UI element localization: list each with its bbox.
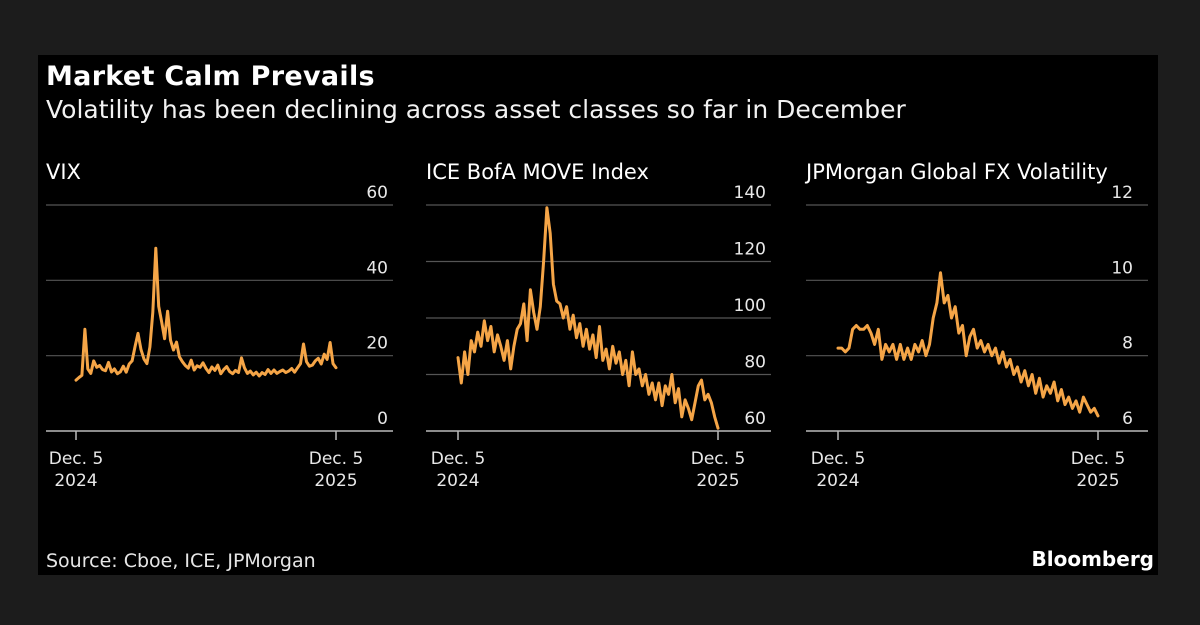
series-line bbox=[836, 271, 1100, 418]
y-tick-label: 60 bbox=[366, 183, 388, 203]
y-tick-label: 100 bbox=[734, 296, 766, 316]
source-note: Source: Cboe, ICE, JPMorgan bbox=[46, 550, 316, 572]
y-tick-label: 120 bbox=[734, 240, 766, 260]
y-tick-label: 12 bbox=[1111, 183, 1133, 203]
x-tick-label: Dec. 5 bbox=[1071, 449, 1126, 469]
x-tick-label: 2024 bbox=[54, 471, 97, 491]
y-tick-label: 40 bbox=[366, 258, 388, 278]
bloomberg-logo: Bloomberg bbox=[1031, 547, 1154, 571]
x-tick-label: 2024 bbox=[436, 471, 479, 491]
y-tick-label: 60 bbox=[744, 409, 766, 429]
chart-card: Market Calm Prevails Volatility has been… bbox=[38, 55, 1158, 575]
panel-title: VIX bbox=[46, 160, 81, 184]
panel-title: JPMorgan Global FX Volatility bbox=[804, 160, 1108, 184]
page-subtitle: Volatility has been declining across ass… bbox=[46, 95, 906, 124]
page-title: Market Calm Prevails bbox=[46, 61, 375, 92]
x-tick-label: Dec. 5 bbox=[811, 449, 866, 469]
x-tick-label: Dec. 5 bbox=[691, 449, 746, 469]
y-tick-label: 20 bbox=[366, 334, 388, 354]
y-tick-label: 10 bbox=[1111, 258, 1133, 278]
x-tick-label: 2025 bbox=[314, 471, 357, 491]
x-tick-label: Dec. 5 bbox=[309, 449, 364, 469]
y-tick-label: 80 bbox=[744, 353, 766, 373]
y-tick-label: 8 bbox=[1122, 334, 1133, 354]
x-tick-label: Dec. 5 bbox=[49, 449, 104, 469]
x-tick-label: Dec. 5 bbox=[431, 449, 486, 469]
y-tick-label: 140 bbox=[734, 183, 766, 203]
x-tick-label: 2025 bbox=[696, 471, 739, 491]
series-line bbox=[456, 206, 720, 430]
x-tick-label: 2024 bbox=[816, 471, 859, 491]
series-line bbox=[74, 246, 338, 382]
panel-title: ICE BofA MOVE Index bbox=[426, 160, 649, 184]
x-tick-label: 2025 bbox=[1076, 471, 1119, 491]
y-tick-label: 0 bbox=[377, 409, 388, 429]
y-tick-label: 6 bbox=[1122, 409, 1133, 429]
